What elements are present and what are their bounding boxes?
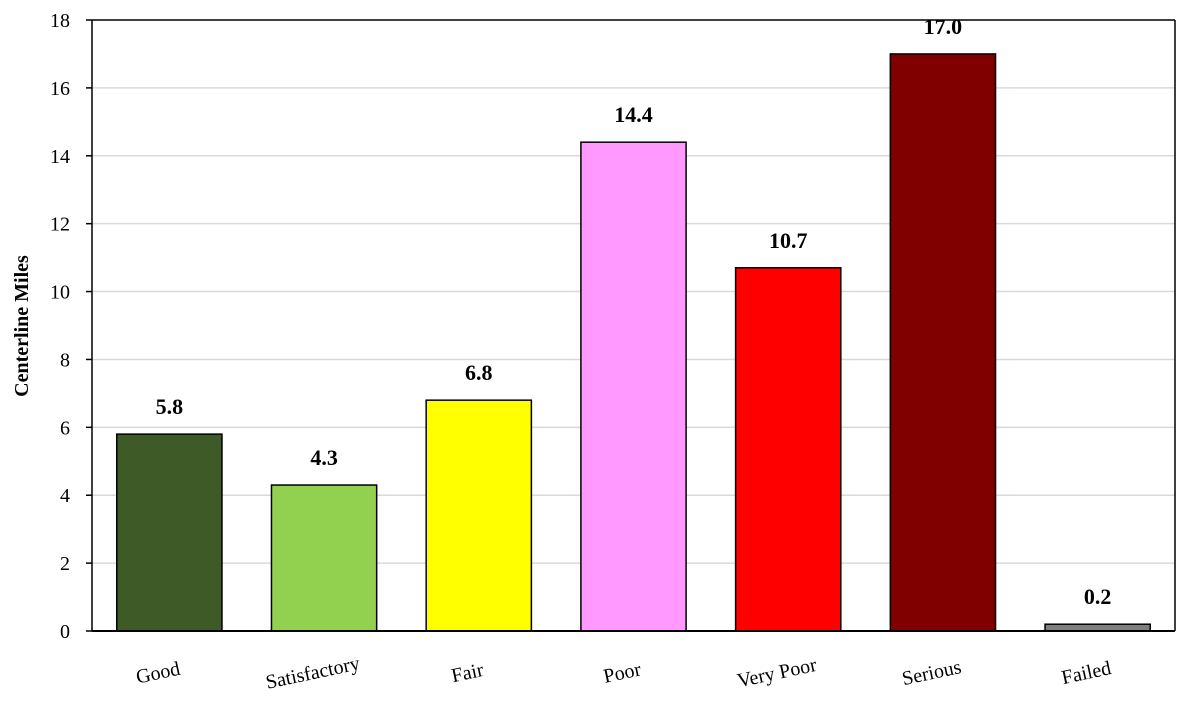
bar-very-poor <box>734 267 842 632</box>
bar-fair <box>425 399 533 632</box>
data-label: 17.0 <box>924 14 963 39</box>
data-label: 5.8 <box>156 394 184 419</box>
bar-poor <box>580 141 687 632</box>
bar-good <box>116 433 223 632</box>
bar-failed <box>1044 623 1151 632</box>
data-label: 14.4 <box>614 102 653 127</box>
y-tick-label: 10 <box>50 282 70 304</box>
y-tick-label: 18 <box>50 10 70 32</box>
bar-serious <box>889 53 997 632</box>
data-label: 6.8 <box>465 360 493 385</box>
data-label: 10.7 <box>769 228 808 253</box>
y-tick-label: 14 <box>50 146 70 168</box>
x-tick-label: Serious <box>900 656 963 690</box>
x-tick-label: Fair <box>449 659 485 687</box>
x-tick-label: Failed <box>1060 657 1113 689</box>
x-tick-label: Good <box>134 658 182 689</box>
bar-satisfactory <box>270 484 378 632</box>
y-tick-label: 2 <box>60 553 70 575</box>
x-tick-label: Poor <box>601 658 643 687</box>
x-tick-label: Very Poor <box>735 654 819 692</box>
bars <box>116 53 1151 632</box>
y-tick-label: 16 <box>50 78 70 100</box>
y-tick-label: 6 <box>60 417 70 439</box>
axes <box>86 19 1176 632</box>
data-label: 4.3 <box>310 445 338 470</box>
y-tick-label: 12 <box>50 214 70 236</box>
y-tick-label: 4 <box>60 485 70 507</box>
y-tick-label: 0 <box>60 621 70 643</box>
x-tick-label: Satisfactory <box>264 652 362 693</box>
data-label: 0.2 <box>1084 584 1112 609</box>
y-tick-label: 8 <box>60 349 70 371</box>
y-axis-title: Centerline Miles <box>11 255 33 397</box>
